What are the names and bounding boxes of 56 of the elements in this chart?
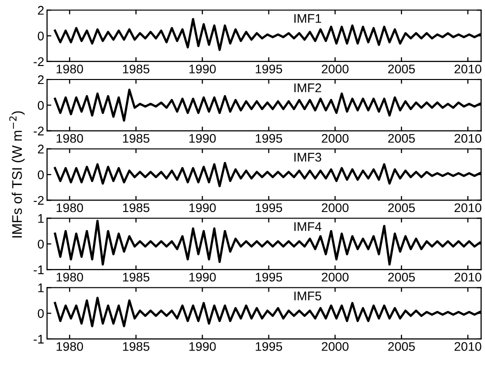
x-tick-label: 1985 <box>123 134 150 143</box>
x-tick-label: 2000 <box>322 134 349 143</box>
y-tick-label: -1 <box>34 334 44 344</box>
x-tick-label: 2000 <box>322 203 349 212</box>
x-tick-label: 1985 <box>123 272 150 282</box>
y-tick-label: 0 <box>38 32 44 40</box>
x-tick-label: 2010 <box>454 203 482 212</box>
x-tick-label: 1990 <box>189 342 216 351</box>
y-axis-title: IMFs of TSI (W m$^{−2}$) <box>9 111 25 238</box>
x-tick-label: 1995 <box>256 342 282 351</box>
y-tick-label: 2 <box>38 75 44 84</box>
annotation: IMF3 <box>294 152 322 162</box>
x-tick-label: 1990 <box>189 272 216 282</box>
x-tick-label: 1995 <box>256 134 282 143</box>
y-tick-label: -2 <box>34 57 44 66</box>
x-tick-label: 1980 <box>56 272 84 282</box>
x-tick-label: 1980 <box>56 342 84 351</box>
x-tick-label: 1985 <box>123 203 150 212</box>
x-tick-label: 1985 <box>123 64 150 74</box>
y-tick-label: 1 <box>38 214 44 223</box>
x-tick-label: 2005 <box>388 64 415 74</box>
x-tick-label: 1985 <box>123 342 150 351</box>
x-tick-label: 1995 <box>256 64 282 74</box>
y-tick-label: 0 <box>38 170 44 180</box>
y-tick-label: 1 <box>38 284 44 292</box>
y-tick-label: 0 <box>38 309 44 318</box>
x-tick-label: 1990 <box>189 64 216 74</box>
y-tick-label: 2 <box>38 6 44 15</box>
y-tick-label: 2 <box>38 144 44 154</box>
annotation: IMF5 <box>294 292 322 300</box>
x-tick-label: 1980 <box>56 134 84 143</box>
y-tick-label: 0 <box>38 240 44 249</box>
x-tick-label: 1990 <box>189 134 216 143</box>
x-tick-label: 2010 <box>454 272 482 282</box>
x-tick-label: 2005 <box>388 134 415 143</box>
y-tick-label: -2 <box>34 126 44 136</box>
y-tick-label: -1 <box>34 266 44 274</box>
x-tick-label: 2000 <box>322 64 349 74</box>
x-tick-label: 1995 <box>256 272 282 282</box>
x-tick-label: 2005 <box>388 342 415 351</box>
x-tick-label: 1990 <box>189 203 216 212</box>
x-tick-label: 1980 <box>56 203 84 212</box>
x-tick-label: 2000 <box>322 272 349 282</box>
y-tick-label: 0 <box>38 100 44 110</box>
x-tick-label: 2000 <box>322 342 349 351</box>
x-tick-label: 2010 <box>454 342 482 351</box>
annotation: IMF4 <box>294 222 322 231</box>
x-tick-label: 1980 <box>56 64 84 74</box>
x-tick-label: 2005 <box>388 203 415 212</box>
x-tick-label: 2010 <box>454 64 482 74</box>
x-tick-label: 2005 <box>388 272 415 282</box>
y-tick-label: -2 <box>34 196 44 205</box>
x-tick-label: 1995 <box>256 203 282 212</box>
annotation: IMF1 <box>294 14 322 23</box>
annotation: IMF2 <box>294 83 322 92</box>
x-tick-label: 2010 <box>454 134 482 143</box>
